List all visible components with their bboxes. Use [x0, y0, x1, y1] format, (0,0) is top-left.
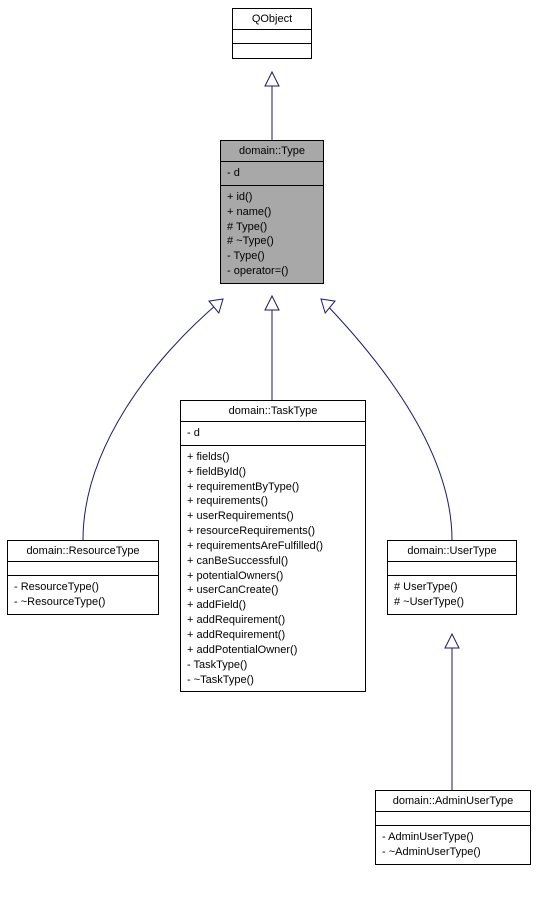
class-domain-resourcetype: domain::ResourceType - ResourceType()- ~… — [7, 540, 159, 615]
inheritance-arrowhead-icon — [209, 299, 223, 313]
class-title: domain::ResourceType — [8, 541, 158, 562]
member-line: - d — [187, 426, 359, 441]
member-line: - ~ResourceType() — [14, 595, 152, 610]
member-line: + potentialOwners() — [187, 569, 359, 584]
class-operations: # UserType()# ~UserType() — [388, 576, 516, 614]
member-line: + userCanCreate() — [187, 583, 359, 598]
member-line: + resourceRequirements() — [187, 524, 359, 539]
class-title: domain::AdminUserType — [376, 791, 530, 812]
inheritance-arrowhead-icon — [265, 296, 279, 310]
member-line: - ~AdminUserType() — [382, 845, 524, 860]
member-line: + fields() — [187, 450, 359, 465]
member-line: - Type() — [227, 249, 317, 264]
member-line: # ~Type() — [227, 234, 317, 249]
class-attributes-empty — [376, 812, 530, 826]
member-line: - operator=() — [227, 264, 317, 279]
member-line: # UserType() — [394, 580, 510, 595]
member-line: + name() — [227, 205, 317, 220]
uml-diagram: QObject domain::Type - d + id()+ name()#… — [0, 0, 537, 899]
class-title: QObject — [233, 9, 311, 30]
class-attributes-empty — [8, 562, 158, 576]
class-title: domain::UserType — [388, 541, 516, 562]
class-operations: - ResourceType()- ~ResourceType() — [8, 576, 158, 614]
class-attributes: - d — [181, 422, 365, 446]
inheritance-arrowhead-icon — [445, 634, 459, 648]
class-qobject: QObject — [232, 8, 312, 59]
member-line: + addPotentialOwner() — [187, 643, 359, 658]
inheritance-arrowhead-icon — [321, 299, 335, 313]
member-line: - TaskType() — [187, 658, 359, 673]
member-line: - AdminUserType() — [382, 830, 524, 845]
member-line: + id() — [227, 190, 317, 205]
class-attributes: - d — [221, 162, 323, 186]
member-line: + addField() — [187, 598, 359, 613]
member-line: - d — [227, 166, 317, 181]
member-line: # Type() — [227, 220, 317, 235]
class-operations: - AdminUserType()- ~AdminUserType() — [376, 826, 530, 864]
class-operations-empty — [233, 44, 311, 58]
member-line: + requirements() — [187, 494, 359, 509]
class-domain-tasktype: domain::TaskType - d + fields()+ fieldBy… — [180, 400, 366, 692]
class-operations: + fields()+ fieldById()+ requirementByTy… — [181, 446, 365, 692]
member-line: + addRequirement() — [187, 628, 359, 643]
class-domain-usertype: domain::UserType # UserType()# ~UserType… — [387, 540, 517, 615]
class-domain-adminusertype: domain::AdminUserType - AdminUserType()-… — [375, 790, 531, 865]
member-line: + userRequirements() — [187, 509, 359, 524]
member-line: + canBeSuccessful() — [187, 554, 359, 569]
class-title: domain::Type — [221, 141, 323, 162]
member-line: + addRequirement() — [187, 613, 359, 628]
member-line: - ~TaskType() — [187, 673, 359, 688]
member-line: - ResourceType() — [14, 580, 152, 595]
class-title: domain::TaskType — [181, 401, 365, 422]
member-line: + fieldById() — [187, 465, 359, 480]
member-line: # ~UserType() — [394, 595, 510, 610]
class-domain-type: domain::Type - d + id()+ name()# Type()#… — [220, 140, 324, 284]
class-operations: + id()+ name()# Type()# ~Type()- Type()-… — [221, 186, 323, 283]
inheritance-arrowhead-icon — [265, 72, 279, 86]
member-line: + requirementsAreFulfilled() — [187, 539, 359, 554]
member-line: + requirementByType() — [187, 480, 359, 495]
class-attributes-empty — [388, 562, 516, 576]
class-attributes-empty — [233, 30, 311, 44]
